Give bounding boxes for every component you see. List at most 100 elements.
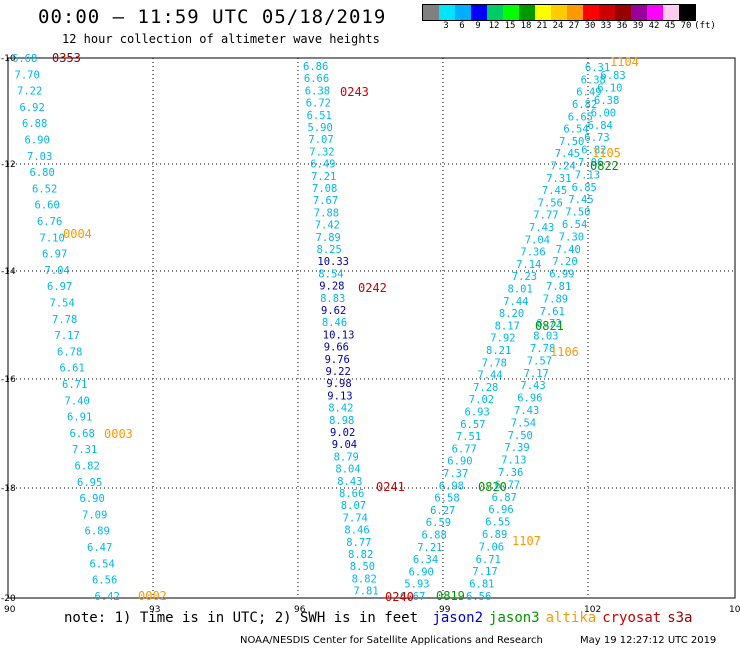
legend-label: 12 [488, 21, 500, 31]
legend-label: 30 [584, 21, 596, 31]
wave-height-value: 7.03 [27, 151, 52, 163]
legend-swatch [599, 5, 615, 20]
wave-height-value: 9.04 [332, 439, 357, 451]
wave-height-value: 7.06 [578, 157, 603, 169]
legend-label: 36 [616, 21, 628, 31]
wave-height-value: 7.30 [559, 231, 584, 243]
wave-height-value: 8.20 [499, 308, 524, 320]
wave-height-value: 6.98 [439, 480, 464, 492]
note-line: note: 1) Time is in UTC; 2) SWH is in fe… [64, 610, 699, 626]
map-frame [7, 57, 736, 599]
wave-height-value: 7.13 [575, 169, 600, 181]
wave-height-value: 6.97 [42, 249, 67, 261]
wave-height-value: 6.97 [47, 281, 72, 293]
wave-height-value: 6.34 [413, 554, 438, 566]
pass-time-label: 1104 [610, 55, 639, 69]
legend-swatch [455, 5, 471, 20]
wave-height-value: 5.93 [404, 579, 429, 591]
wave-height-value: 8.66 [339, 488, 364, 500]
wave-height-value: 7.61 [540, 306, 565, 318]
wave-height-value: 7.23 [512, 271, 537, 283]
wave-height-value: 8.46 [344, 525, 369, 537]
wave-height-value: 6.42 [95, 591, 120, 603]
wave-height-value: 6.68 [70, 428, 95, 440]
page-title: 00:00 – 11:59 UTC 05/18/2019 [38, 6, 387, 28]
wave-height-value: 6.87 [492, 492, 517, 504]
wave-height-value: 6.84 [588, 120, 613, 132]
wave-height-value: 7.36 [498, 467, 523, 479]
wave-height-value: 7.21 [417, 542, 442, 554]
wave-height-value: 7.39 [504, 442, 529, 454]
legend-swatch [567, 5, 583, 20]
wave-height-value: 6.90 [447, 456, 472, 468]
wave-height-value: 7.21 [311, 171, 336, 183]
wave-height-value: 7.45 [555, 148, 580, 160]
wave-height-value: 7.04 [525, 234, 550, 246]
wave-height-value: 6.47 [87, 542, 112, 554]
wave-height-value: 7.56 [538, 197, 563, 209]
pass-time-label: 0821 [535, 319, 564, 333]
page-subtitle: 12 hour collection of altimeter wave hei… [62, 32, 380, 46]
wave-height-value: 7.50 [559, 136, 584, 148]
wave-height-value: 8.72 [536, 318, 561, 330]
wave-height-value: 7.78 [482, 357, 507, 369]
longitude-tick-label: 105 [729, 605, 740, 615]
legend-swatch [631, 5, 647, 20]
wave-height-value: 6.77 [495, 479, 520, 491]
wave-height-value: 7.32 [309, 146, 334, 158]
pass-time-label: 0004 [63, 227, 92, 241]
pass-time-label: 1105 [592, 146, 621, 160]
wave-height-value: 6.27 [430, 505, 455, 517]
wave-height-value: 7.42 [315, 220, 340, 232]
wave-height-value: 7.51 [456, 431, 481, 443]
satellite-name: jason3 [489, 610, 540, 626]
longitude-tick-label: 96 [294, 605, 306, 615]
color-legend-labels: 3 6 9 12 15 18 21 24 27 30 33 36 39 42 45 70 (ft) [422, 21, 716, 31]
wave-height-value: 8.07 [341, 500, 366, 512]
wave-height-value: 6.72 [306, 98, 331, 110]
wave-height-value: 7.74 [343, 512, 368, 524]
latitude-tick-label: -12 [1, 160, 16, 170]
legend-label: (ft) [694, 21, 716, 31]
wave-height-value: 7.17 [524, 368, 549, 380]
latitude-tick-label: -10 [1, 54, 16, 64]
wave-height-value: 6.57 [460, 419, 485, 431]
wave-height-value: 9.13 [327, 390, 352, 402]
wave-height-value: 9.98 [326, 378, 351, 390]
wave-height-value: 8.77 [346, 537, 371, 549]
wave-height-value: 6.65 [568, 111, 593, 123]
wave-height-value: 7.89 [543, 293, 568, 305]
wave-height-value: 6.92 [20, 102, 45, 114]
longitude-tick-label: 93 [149, 605, 160, 615]
wave-height-value: 9.76 [325, 354, 350, 366]
wave-height-value: 7.36 [520, 247, 545, 259]
wave-height-value: 7.14 [516, 259, 541, 271]
wave-height-value: 6.38 [594, 95, 619, 107]
satellite-name: cryosat [602, 610, 662, 626]
legend-label: 33 [600, 21, 612, 31]
wave-height-value: 7.40 [65, 395, 90, 407]
wave-height-value: 6.10 [597, 83, 622, 95]
legend-swatch [663, 5, 679, 20]
wave-height-value: 8.25 [317, 244, 342, 256]
wave-height-value: 7.44 [503, 296, 528, 308]
pass-time-label: 0819 [436, 589, 465, 603]
wave-height-value: 9.62 [321, 305, 346, 317]
wave-height-value: 5.90 [308, 122, 333, 134]
legend-swatch [583, 5, 599, 20]
longitude-tick-label: 102 [584, 605, 601, 615]
legend-swatch [487, 5, 503, 20]
wave-height-value: 7.45 [568, 194, 593, 206]
legend-label: 24 [552, 21, 564, 31]
legend-swatch [615, 5, 631, 20]
wave-height-value: 6.66 [304, 73, 329, 85]
wave-height-value: 6.49 [310, 159, 335, 171]
credit-line: NOAA/NESDIS Center for Satellite Applica… [240, 635, 543, 646]
wave-height-value: 8.79 [334, 451, 359, 463]
wave-height-value: 10.13 [323, 329, 355, 341]
wave-height-value: 6.88 [22, 118, 47, 130]
wave-height-value: 6.82 [581, 145, 606, 157]
wave-height-value: 7.24 [551, 161, 576, 173]
wave-height-value: 8.82 [352, 573, 377, 585]
note-text: note: 1) Time is in UTC; 2) SWH is in fe… [64, 610, 419, 626]
